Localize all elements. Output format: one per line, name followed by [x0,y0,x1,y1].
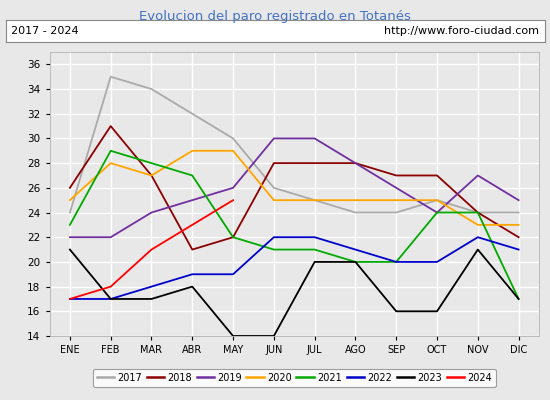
Text: Evolucion del paro registrado en Totanés: Evolucion del paro registrado en Totanés [139,10,411,23]
Text: 2017 - 2024: 2017 - 2024 [11,26,79,36]
Text: http://www.foro-ciudad.com: http://www.foro-ciudad.com [384,26,539,36]
Legend: 2017, 2018, 2019, 2020, 2021, 2022, 2023, 2024: 2017, 2018, 2019, 2020, 2021, 2022, 2023… [93,369,496,386]
